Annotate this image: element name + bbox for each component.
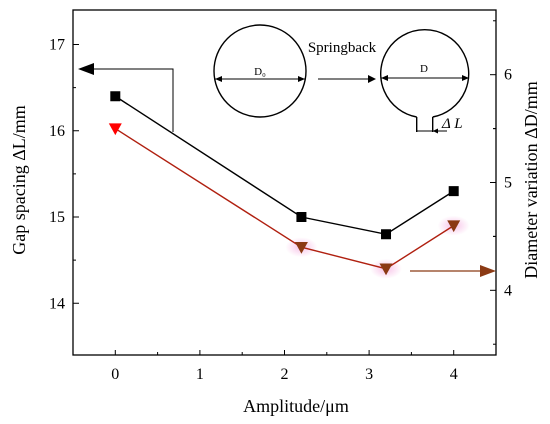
- axis-tick-labels: 0 1 2 3 4 14 15 16 17 4 5 6: [49, 37, 512, 384]
- series-0-square-marker: [110, 91, 121, 102]
- x-tick-label: 0: [111, 366, 119, 383]
- series-1-triangle-marker: [447, 220, 461, 233]
- right-axis-indicator-arrow: [410, 265, 496, 277]
- springback-label: Springback: [308, 40, 377, 56]
- y-left-tick-label: 15: [49, 209, 65, 226]
- initial-ring: [213, 24, 307, 118]
- series-1-triangle-marker: [108, 123, 122, 136]
- y-right-tick-label: 5: [504, 175, 512, 192]
- x-tick-label: 4: [450, 366, 458, 383]
- x-tick-label: 1: [196, 366, 204, 383]
- y-left-tick-label: 16: [49, 123, 65, 140]
- series-0-square-marker: [381, 229, 392, 240]
- x-axis-title: Amplitude/μm: [243, 396, 349, 416]
- d-label: D: [420, 63, 428, 75]
- x-tick-label: 2: [281, 366, 289, 383]
- series-1-triangle-marker: [379, 263, 393, 276]
- series-0-square-marker: [448, 186, 459, 197]
- y-left-tick-label: 14: [49, 295, 65, 312]
- series-1-triangle-marker: [294, 241, 308, 254]
- d0-label: D₀: [254, 66, 266, 78]
- marker-glows: [285, 215, 470, 279]
- series-0-square-marker: [296, 212, 307, 222]
- y-right-tick-label: 4: [504, 282, 512, 299]
- y-left-tick-label: 17: [49, 37, 65, 54]
- x-tick-label: 3: [365, 366, 373, 383]
- springback-schematic: D₀ Springback D Δ L: [213, 24, 470, 134]
- series-lines: [114, 95, 455, 270]
- y-right-tick-label: 6: [504, 67, 512, 84]
- y-axis-title-left: Gap spacing ΔL/mm: [9, 105, 29, 255]
- split-ring: [380, 29, 470, 118]
- series-0-line: [114, 95, 455, 235]
- delta-l-label: Δ L: [441, 116, 463, 132]
- axis-ticks: [73, 20, 496, 355]
- y-axis-title-right: Diameter variation ΔD/mm: [521, 81, 541, 279]
- plot-frame: [72, 9, 497, 356]
- left-axis-indicator-arrow: [78, 63, 174, 132]
- series-markers: [108, 91, 461, 276]
- series-1-line: [114, 128, 455, 270]
